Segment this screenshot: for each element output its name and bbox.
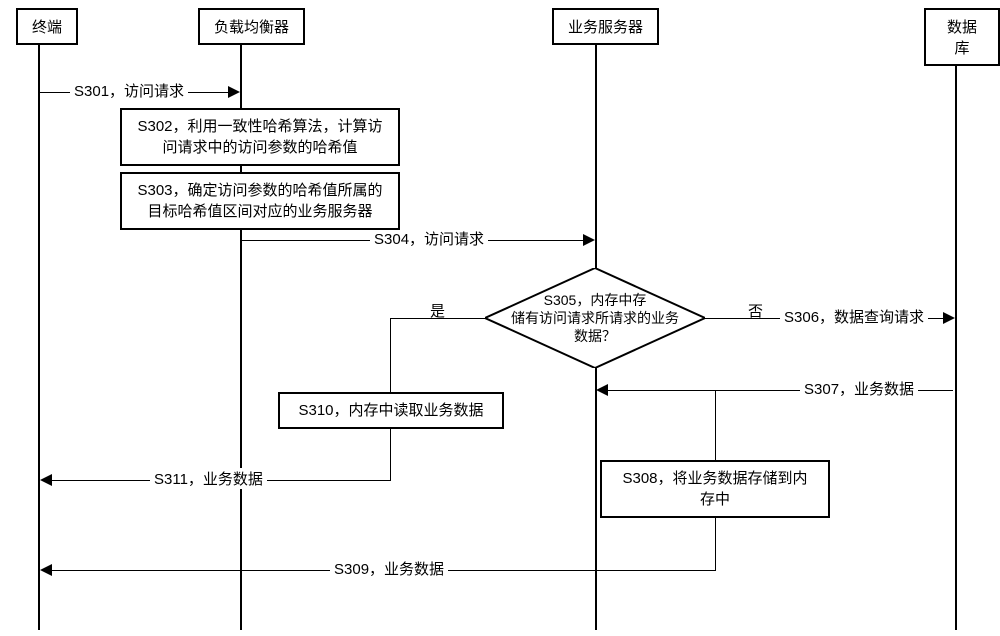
arrow-s301-head xyxy=(228,86,240,98)
label-s309: S309，业务数据 xyxy=(330,558,448,579)
arrow-s306-head xyxy=(943,312,955,324)
arrow-s307-head xyxy=(596,384,608,396)
box-s310: S310，内存中读取业务数据 xyxy=(278,392,504,429)
label-s311: S311，业务数据 xyxy=(150,468,267,489)
box-s303: S303，确定访问参数的哈希值所属的目标哈希值区间对应的业务服务器 xyxy=(120,172,400,230)
lifeline-db xyxy=(955,40,957,630)
label-s301: S301，访问请求 xyxy=(70,80,188,101)
box-s302: S302，利用一致性哈希算法，计算访问请求中的访问参数的哈希值 xyxy=(120,108,400,166)
label-s304: S304，访问请求 xyxy=(370,228,488,249)
conn-s307-s308 xyxy=(715,391,716,460)
actor-db: 数据库 xyxy=(924,8,1000,66)
actor-terminal: 终端 xyxy=(16,8,78,45)
conn-s308-s309 xyxy=(715,516,716,570)
diamond-s305-text: S305，内存中存储有访问请求所请求的业务数据？ xyxy=(485,268,705,368)
conn-s310-s311 xyxy=(390,424,391,480)
label-s306: S306，数据查询请求 xyxy=(780,306,928,327)
conn-yes-v xyxy=(390,318,391,392)
arrow-s309-head xyxy=(40,564,52,576)
conn-yes-h xyxy=(390,318,485,319)
actor-lb: 负载均衡器 xyxy=(198,8,305,45)
diamond-s305: S305，内存中存储有访问请求所请求的业务数据？ xyxy=(485,268,705,368)
arrow-s311-head xyxy=(40,474,52,486)
arrow-s304-head xyxy=(583,234,595,246)
label-s307: S307，业务数据 xyxy=(800,378,918,399)
lifeline-terminal xyxy=(38,40,40,630)
box-s308: S308，将业务数据存储到内存中 xyxy=(600,460,830,518)
actor-server: 业务服务器 xyxy=(552,8,659,45)
